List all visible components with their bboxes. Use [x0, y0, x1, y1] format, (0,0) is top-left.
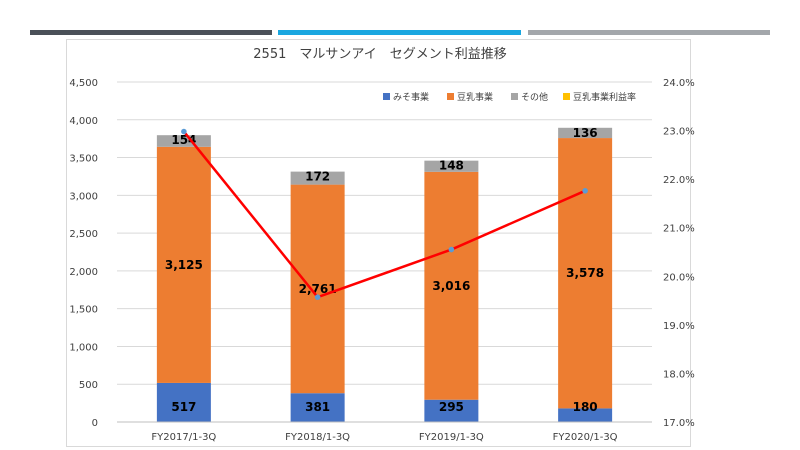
y2-tick-label: 20.0% [663, 272, 695, 283]
profit-margin-point [181, 128, 187, 135]
bar-segment [156, 382, 211, 422]
legend-swatch [511, 93, 518, 100]
y2-tick-label: 21.0% [663, 224, 695, 235]
y-tick-label: 4,000 [69, 116, 98, 127]
y-tick-label: 4,500 [69, 78, 98, 89]
x-tick-label: FY2019/1-3Q [419, 432, 484, 443]
legend-label: みそ事業 [393, 91, 429, 103]
data-label: 3,016 [432, 279, 470, 293]
x-axis: FY2017/1-3Q FY2018/1-3Q FY2019/1-3Q FY2020/… [117, 421, 652, 443]
data-label: 295 [439, 400, 464, 414]
x-tick-label: FY2017/1-3Q [151, 432, 216, 443]
legend-label: 豆乳事業利益率 [573, 91, 636, 103]
y2-tick-label: 19.0% [663, 321, 695, 332]
bar-segment [156, 135, 211, 147]
data-label: 381 [305, 400, 330, 414]
chart-title: 2551 マルサンアイ セグメント利益推移 [253, 47, 506, 62]
bar-segment [424, 171, 479, 400]
bar-segment [424, 160, 479, 172]
bar-segment [290, 184, 345, 394]
bar-segment [156, 146, 211, 383]
y2-tick-label: 18.0% [663, 369, 695, 380]
data-label: 148 [439, 159, 464, 173]
legend: みそ事業 豆乳事業 その他 豆乳事業利益率 [383, 91, 636, 103]
y2-tick-label: 17.0% [663, 418, 695, 429]
data-label: 3,578 [566, 266, 604, 280]
bar-segment [290, 171, 345, 185]
y-tick-label: 1,000 [69, 342, 98, 353]
bar-segment [558, 127, 613, 139]
y-tick-label: 2,000 [69, 267, 98, 278]
bar-segment [558, 408, 613, 422]
legend-swatch [447, 93, 454, 100]
profit-margin-point [448, 246, 455, 253]
y-tick-label: 3,000 [69, 191, 98, 202]
x-tick-label: FY2020/1-3Q [553, 432, 618, 443]
data-label: 180 [573, 400, 598, 414]
bar-segment [558, 138, 613, 409]
x-tick-label: FY2018/1-3Q [285, 432, 350, 443]
bar-segment [424, 399, 479, 422]
y-tick-label: 0 [92, 418, 98, 429]
legend-swatch [383, 93, 390, 100]
bar-labels: 517 3,125 154 381 2,761 172 295 3,016 148 180 3,57… [165, 126, 604, 414]
profit-margin-point [314, 294, 321, 300]
y-tick-label: 500 [79, 380, 98, 391]
header-bar-blue [278, 30, 521, 35]
legend-label: 豆乳事業 [457, 91, 493, 103]
data-label: 136 [573, 126, 598, 140]
y-axis: 0 500 1,000 1,500 2,000 2,500 3,000 3,500 4,000 4… [69, 78, 98, 429]
profit-margin-line [182, 130, 586, 299]
y-tick-label: 2,500 [69, 229, 98, 240]
data-label: 3,125 [165, 258, 203, 272]
y2-axis: 17.0% 18.0% 19.0% 20.0% 21.0% 22.0% 23.0% 24.0% [663, 78, 695, 429]
legend-label: その他 [521, 91, 548, 103]
legend-swatch [563, 93, 570, 100]
y2-tick-label: 23.0% [663, 127, 695, 138]
data-label: 172 [305, 170, 330, 184]
profit-margin-point [582, 188, 588, 194]
data-label: 154 [171, 133, 196, 147]
y-tick-label: 1,500 [69, 305, 98, 316]
profit-line [181, 128, 588, 300]
y-tick-label: 3,500 [69, 154, 98, 165]
bar-segment [290, 393, 345, 422]
header-bar-gray [528, 30, 770, 35]
data-label: 2,761 [299, 282, 337, 296]
header-bar-dark [30, 30, 272, 35]
bars [156, 127, 613, 422]
data-label: 517 [171, 400, 196, 414]
y2-tick-label: 24.0% [663, 78, 695, 89]
y2-tick-label: 22.0% [663, 175, 695, 186]
